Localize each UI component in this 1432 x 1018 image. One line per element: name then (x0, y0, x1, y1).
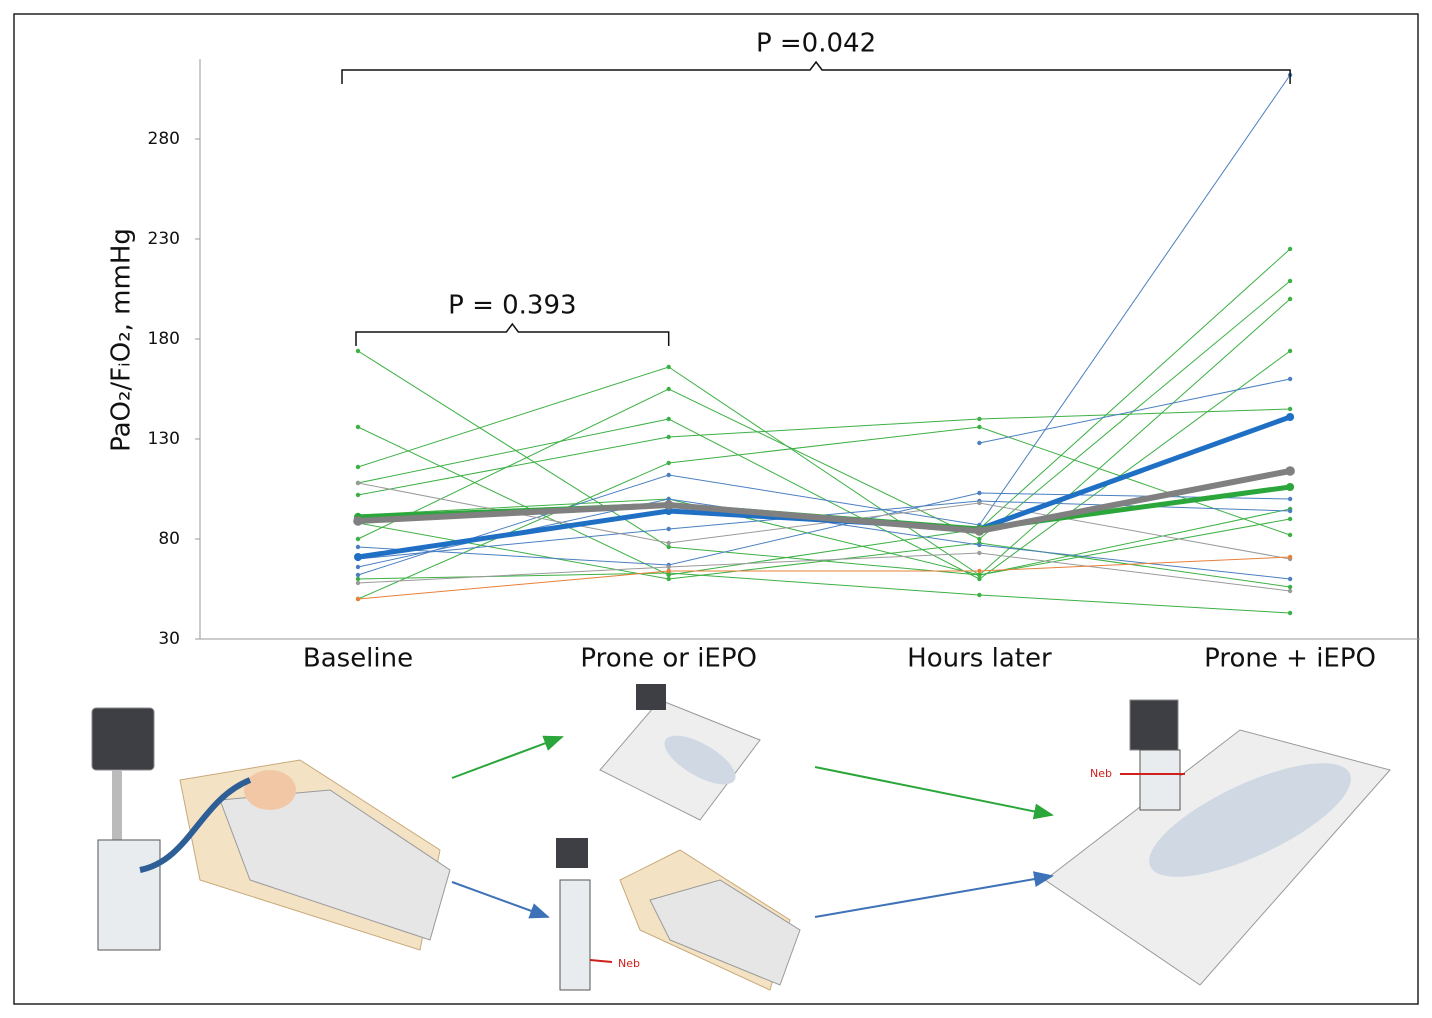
y-tick-label: 80 (158, 529, 180, 549)
point (1288, 585, 1292, 589)
point (667, 473, 671, 477)
ventilator-screen (636, 684, 666, 710)
point (1288, 577, 1292, 581)
series-line (358, 351, 1290, 575)
series-line (358, 417, 1290, 557)
point (356, 465, 360, 469)
point (977, 551, 981, 555)
series-line (358, 573, 1290, 613)
ventilator-screen (1130, 700, 1178, 750)
point (667, 577, 671, 581)
ventilator-screen (556, 838, 588, 868)
point (667, 365, 671, 369)
point (353, 516, 363, 526)
point (977, 573, 981, 577)
point (1288, 407, 1292, 411)
arrow (815, 876, 1052, 917)
point (1288, 497, 1292, 501)
y-axis-label: PaO₂/FᵢO₂, mmHg (107, 228, 137, 452)
arrow (452, 737, 562, 778)
point (977, 543, 981, 547)
x-tick-label: Prone or iEPO (580, 644, 757, 674)
point (1288, 611, 1292, 615)
point (977, 425, 981, 429)
point (667, 417, 671, 421)
point (1288, 297, 1292, 301)
point (356, 565, 360, 569)
point (1288, 509, 1292, 513)
point (977, 441, 981, 445)
point (356, 545, 360, 549)
ventilator-body (98, 840, 160, 950)
point (667, 527, 671, 531)
ventilator-pole (112, 770, 122, 840)
point (977, 577, 981, 581)
y-tick-label: 180 (148, 329, 180, 349)
page: {"chart_data": {"type": "line", "y_label… (0, 0, 1432, 1018)
point (667, 545, 671, 549)
point (1286, 413, 1294, 421)
point (1288, 533, 1292, 537)
point (1288, 247, 1292, 251)
figure: 30 80 130 180 230 280 Baseline Prone or iEPO Hou… (0, 0, 1432, 1018)
point (356, 493, 360, 497)
point (977, 593, 981, 597)
point (667, 387, 671, 391)
point (664, 500, 674, 510)
bracket (342, 62, 1290, 84)
series-line (358, 557, 1290, 599)
p-value: P = 0.393 (448, 291, 576, 321)
y-tick-label: 230 (148, 229, 180, 249)
neb-label: Neb (1090, 767, 1112, 780)
y-tick-label: 130 (148, 429, 180, 449)
point (356, 597, 360, 601)
point (977, 501, 981, 505)
illustrations: Neb Neb (92, 684, 1390, 990)
point (356, 349, 360, 353)
point (1286, 483, 1294, 491)
arrow (815, 767, 1052, 815)
point (356, 573, 360, 577)
x-tick-label: Hours later (907, 644, 1052, 674)
point (356, 581, 360, 585)
x-tick-label: Prone + iEPO (1204, 644, 1376, 674)
point (667, 435, 671, 439)
point (356, 537, 360, 541)
neb-arrow (590, 960, 612, 962)
point (977, 537, 981, 541)
chart: 30 80 130 180 230 280 Baseline Prone or iEPO Hou… (148, 29, 1420, 674)
ventilator-body (1140, 750, 1180, 810)
point (356, 481, 360, 485)
series-line (358, 553, 1290, 591)
bracket (356, 324, 669, 346)
point (667, 461, 671, 465)
y-tick-label: 280 (148, 129, 180, 149)
ventilator-body (560, 880, 590, 990)
y-tick-label: 30 (158, 629, 180, 649)
ventilator-screen (92, 708, 154, 770)
point (1288, 349, 1292, 353)
point (977, 491, 981, 495)
x-tick-label: Baseline (303, 644, 413, 674)
point (356, 425, 360, 429)
point (1285, 466, 1295, 476)
point (977, 569, 981, 573)
point (1288, 279, 1292, 283)
point (975, 526, 985, 536)
p-value: P =0.042 (756, 29, 876, 59)
point (354, 553, 362, 561)
point (1288, 517, 1292, 521)
neb-label: Neb (618, 957, 640, 970)
point (1288, 555, 1292, 559)
point (1288, 589, 1292, 593)
arrow (452, 882, 548, 917)
point (977, 417, 981, 421)
point (667, 565, 671, 569)
point (667, 569, 671, 573)
point (356, 577, 360, 581)
patient-head (244, 770, 296, 810)
point (667, 541, 671, 545)
point (1288, 377, 1292, 381)
